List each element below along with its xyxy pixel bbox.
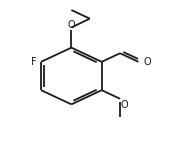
Text: O: O — [68, 20, 75, 30]
Text: O: O — [143, 57, 151, 67]
Text: F: F — [31, 57, 36, 67]
Text: O: O — [121, 100, 129, 110]
